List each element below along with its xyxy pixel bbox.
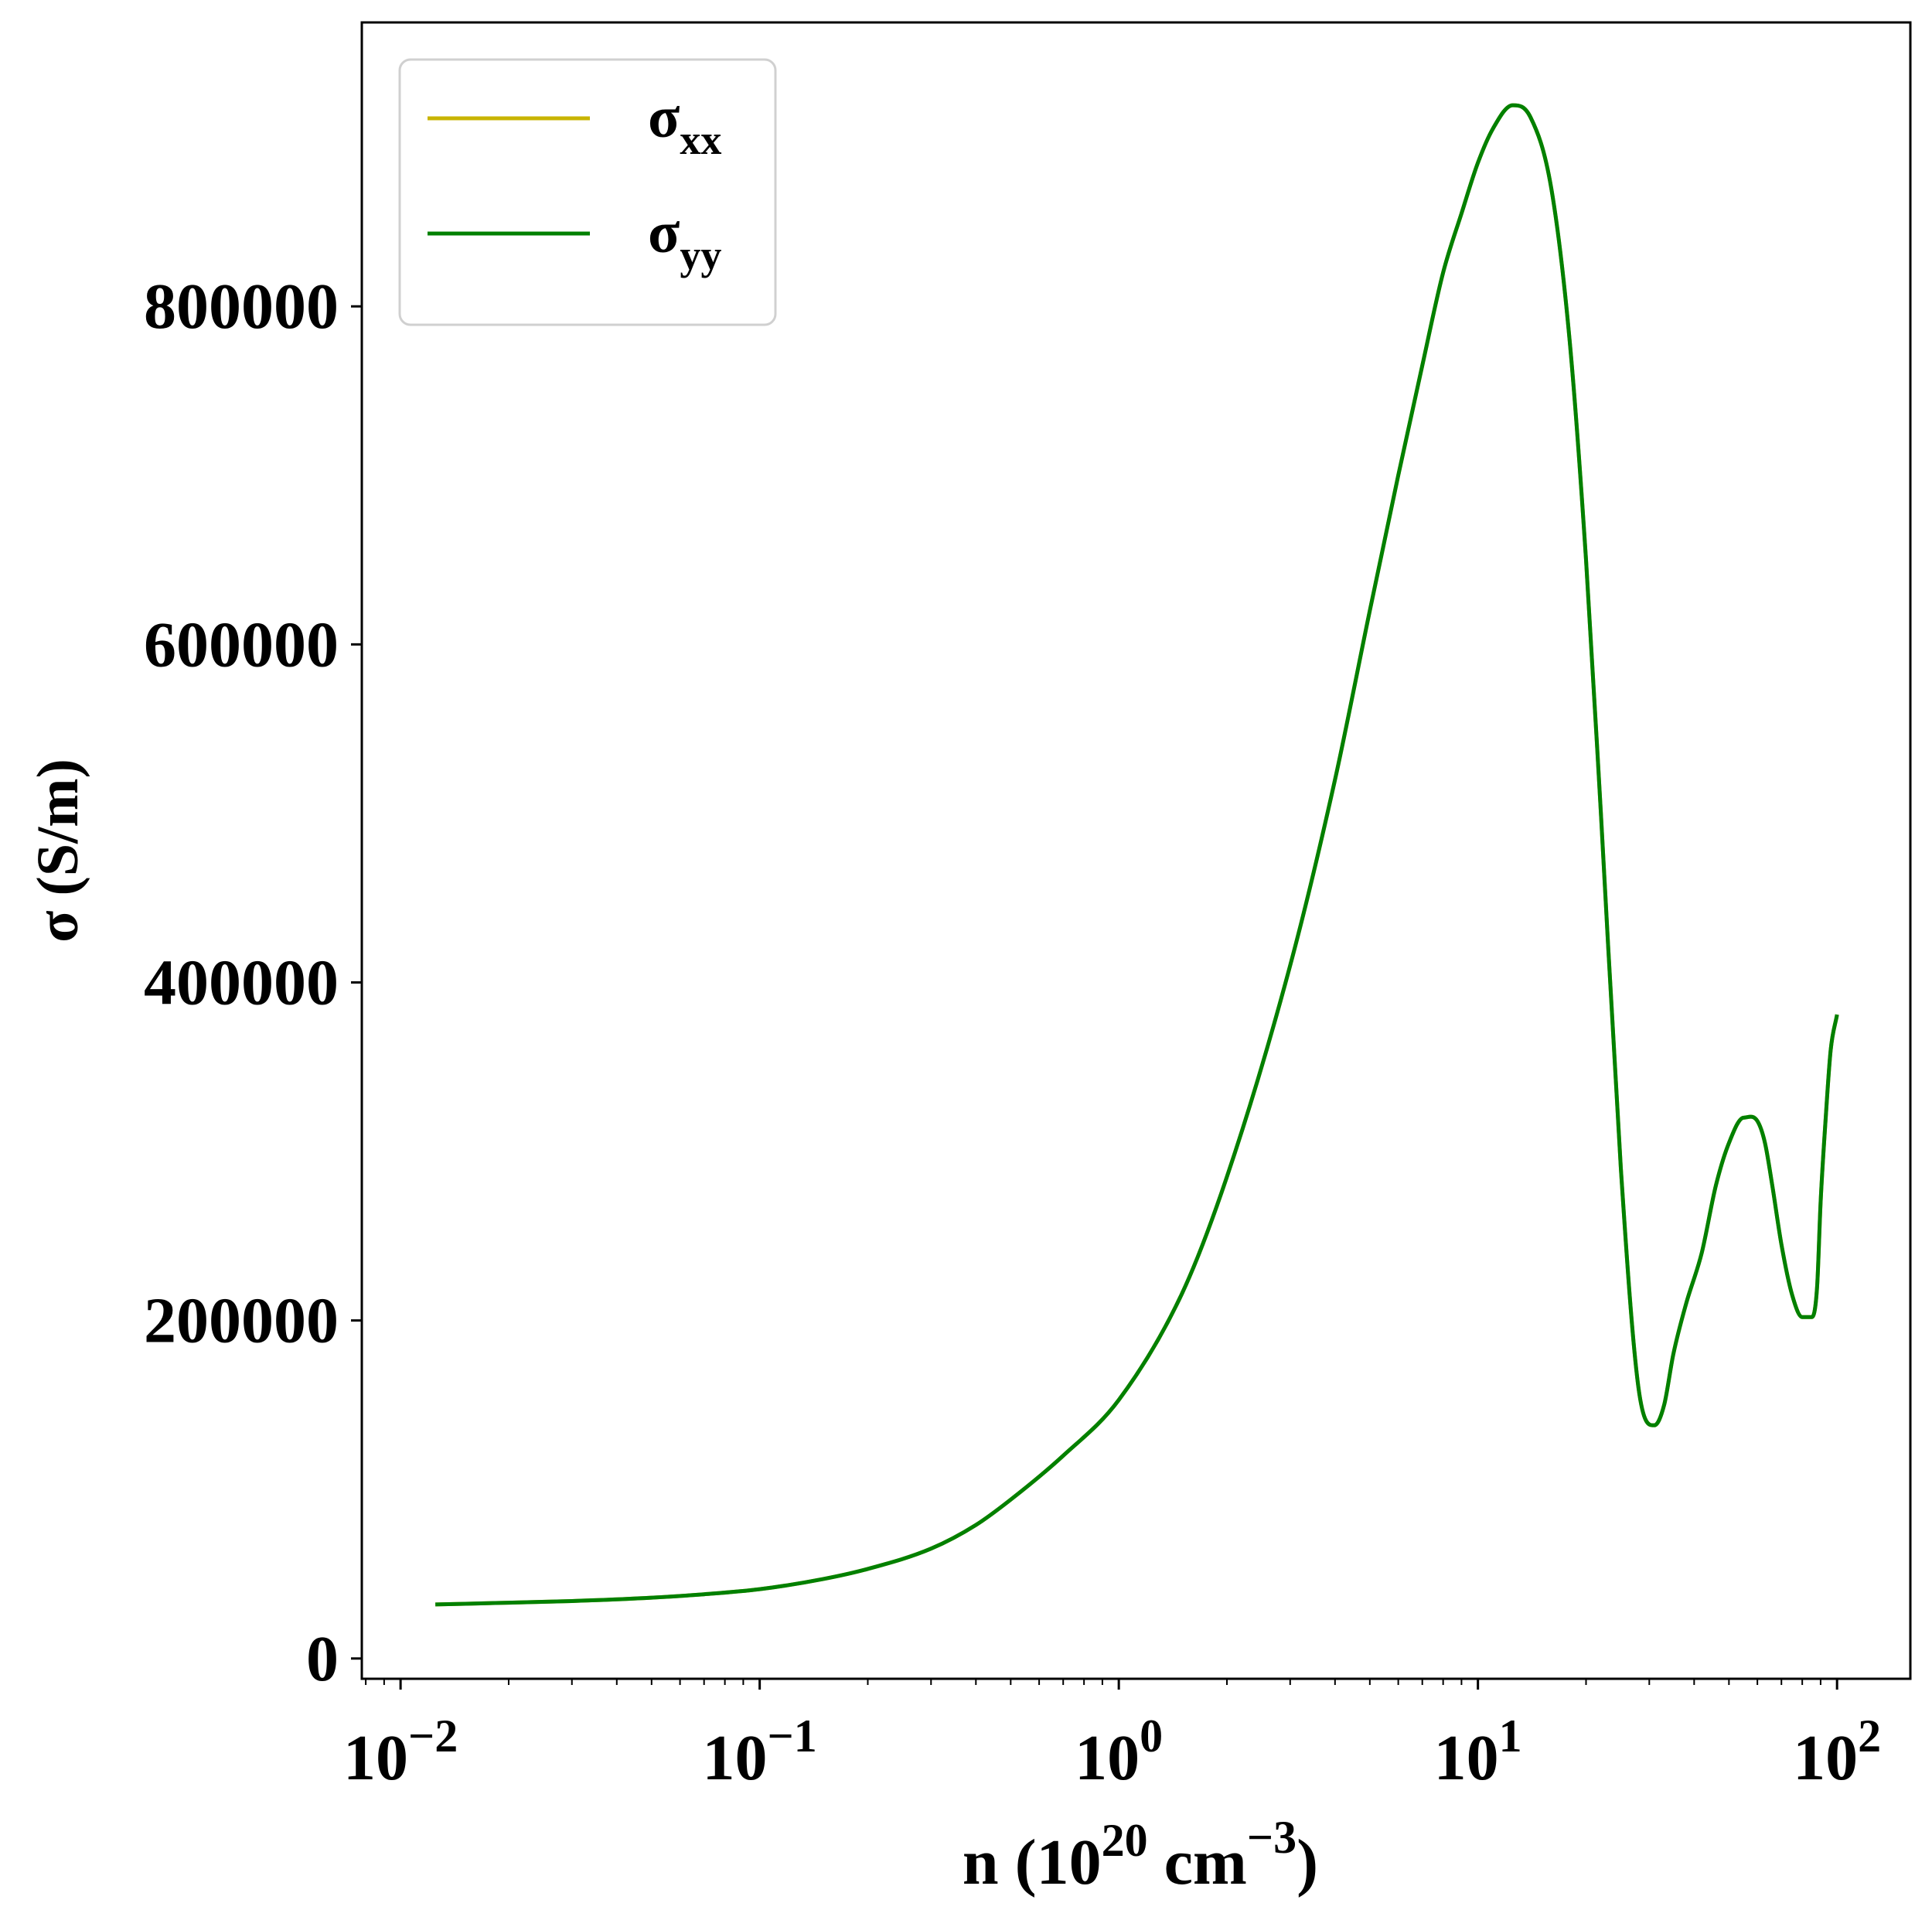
legend-label-subscript: xx bbox=[680, 117, 721, 163]
x-axis-label-base: n (10 bbox=[963, 1826, 1102, 1898]
y-axis-label: σ (S/m) bbox=[26, 759, 90, 943]
legend-label-symbol: σ bbox=[648, 200, 680, 265]
x-tick-label: 10−1 bbox=[703, 1710, 817, 1794]
legend-label-subscript: yy bbox=[680, 232, 721, 278]
x-axis-label-exponent: 20 bbox=[1102, 1815, 1148, 1866]
x-axis-label-unit: cm bbox=[1148, 1826, 1247, 1898]
y-tick-label: 200000 bbox=[144, 1285, 339, 1357]
x-tick-label: 100 bbox=[1075, 1710, 1163, 1794]
legend-label-sigma-xx: σxx bbox=[648, 85, 721, 163]
y-tick-label: 800000 bbox=[144, 271, 339, 343]
x-tick-label: 10−2 bbox=[343, 1710, 458, 1794]
y-tick-label: 0 bbox=[306, 1623, 339, 1695]
x-axis-label: n (1020 cm−3) bbox=[963, 1812, 1318, 1898]
y-tick-label: 400000 bbox=[144, 946, 339, 1018]
x-axis-label-unit-exponent: −3 bbox=[1247, 1812, 1297, 1863]
legend-label-symbol: σ bbox=[648, 85, 680, 150]
legend: σxx σyy bbox=[398, 58, 777, 326]
x-tick-label: 102 bbox=[1793, 1710, 1881, 1794]
legend-box bbox=[398, 58, 777, 326]
x-tick-label: 101 bbox=[1434, 1710, 1522, 1794]
y-tick-label: 600000 bbox=[144, 609, 339, 680]
legend-label-sigma-yy: σyy bbox=[648, 200, 721, 278]
plot-frame bbox=[360, 21, 1912, 1680]
x-axis-label-close: ) bbox=[1297, 1826, 1318, 1898]
x-axis-ticks: 10−2 10−1 100 101 102 bbox=[343, 1679, 1881, 1794]
plot-lines bbox=[435, 103, 1839, 1607]
y-axis-ticks: 0 200000 400000 600000 800000 bbox=[144, 271, 362, 1695]
series-line-sigma-yy bbox=[435, 103, 1839, 1607]
